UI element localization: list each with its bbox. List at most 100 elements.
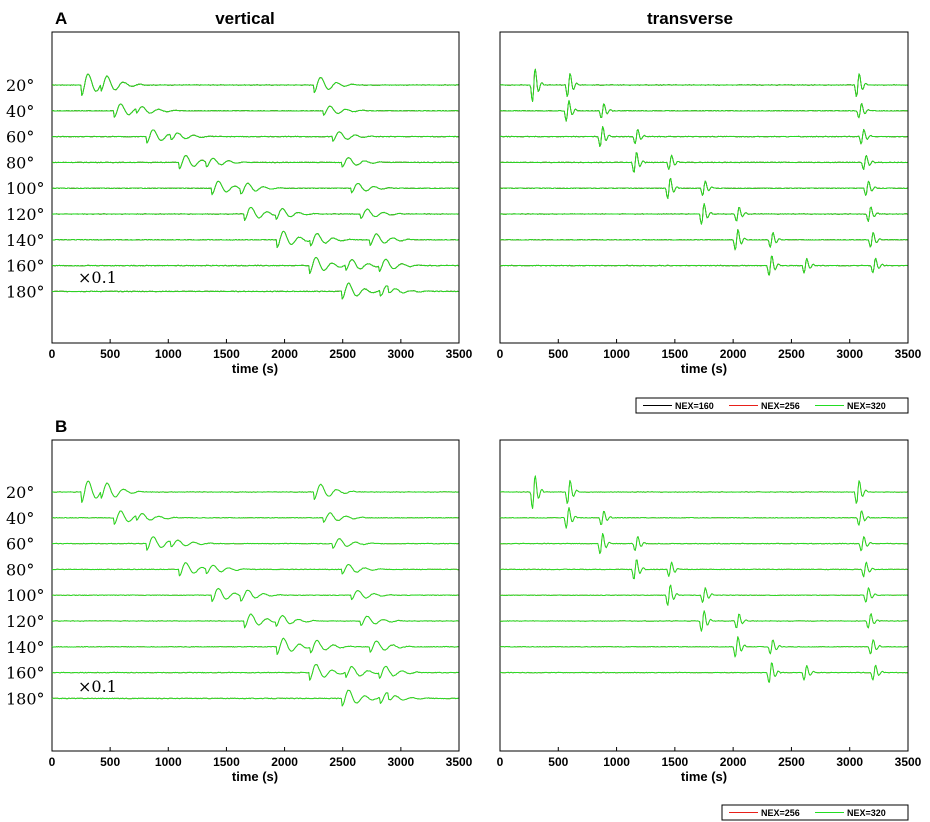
- x-axis-label: time (s): [232, 361, 278, 376]
- distance-label: 140°: [6, 638, 45, 657]
- trace-nex-320-6: [499, 229, 908, 251]
- plot-frame: [499, 31, 909, 344]
- x-tick-label: 1000: [155, 755, 182, 769]
- trace-nex-320-8: [51, 282, 459, 300]
- legend-label-nex256: NEX=256: [761, 808, 800, 818]
- x-tick-label: 1000: [603, 755, 630, 769]
- amplitude-scale-note: ×0.1: [78, 268, 117, 287]
- panel-label-a: A: [55, 9, 67, 28]
- x-tick-label: 1500: [662, 755, 689, 769]
- distance-label: 60°: [6, 535, 34, 554]
- trace-nex-320-3: [51, 562, 459, 577]
- distance-label: 80°: [6, 560, 34, 579]
- x-tick-label: 3500: [895, 347, 922, 361]
- trace-nex-320-2: [51, 536, 459, 551]
- x-tick-label: 1500: [662, 347, 689, 361]
- x-axis-ticks: 0 500 1000 1500 2000 2500 3000 3500: [49, 747, 473, 769]
- trace-nex-320-3: [499, 559, 908, 580]
- x-tick-label: 0: [497, 347, 504, 361]
- waveform-traces: [499, 68, 908, 276]
- legend-a: NEX=160 NEX=256 NEX=320: [635, 397, 909, 414]
- distance-label: 20°: [6, 483, 34, 502]
- x-tick-label: 500: [100, 755, 120, 769]
- x-tick-label: 1500: [213, 347, 240, 361]
- trace-nex-320-1: [51, 510, 459, 525]
- trace-nex-320-2: [500, 126, 908, 147]
- trace-nex-320-5: [500, 203, 908, 225]
- x-tick-label: 2000: [720, 347, 747, 361]
- x-tick-label: 0: [49, 347, 56, 361]
- trace-nex-320-7: [51, 256, 459, 275]
- distance-label: 20°: [6, 76, 34, 95]
- trace-nex-320-4: [499, 584, 908, 606]
- x-tick-label: 3500: [895, 755, 922, 769]
- distance-label: 100°: [6, 179, 45, 198]
- trace-nex-320-0: [499, 475, 908, 509]
- x-axis-ticks: 0 500 1000 1500 2000 2500 3000 3500: [497, 339, 922, 361]
- legend-label-nex320: NEX=320: [847, 808, 886, 818]
- distance-label: 180°: [6, 282, 45, 301]
- column-title-transverse: transverse: [647, 9, 733, 28]
- distance-label: 140°: [6, 231, 45, 250]
- x-tick-label: 500: [548, 347, 568, 361]
- x-axis-label: time (s): [681, 769, 727, 784]
- x-tick-label: 3500: [446, 755, 473, 769]
- x-tick-label: 2000: [271, 755, 298, 769]
- trace-nex-320-6: [52, 230, 459, 249]
- distance-label: 80°: [6, 153, 34, 172]
- x-axis-ticks: 0 500 1000 1500 2000 2500 3000 3500: [497, 747, 922, 769]
- waveform-traces: [499, 475, 908, 683]
- distance-labels: 20° 40° 60° 80° 100° 120° 140° 160° 180°: [6, 483, 45, 708]
- x-tick-label: 3000: [836, 755, 863, 769]
- panel-b-transverse-plot: 0 500 1000 1500 2000 2500 3000 3500 time (s): [497, 439, 922, 784]
- trace-nex-320-5: [499, 610, 908, 632]
- amplitude-scale-note: ×0.1: [78, 677, 117, 696]
- x-axis-label: time (s): [232, 769, 278, 784]
- trace-nex-320-0: [51, 73, 459, 96]
- distance-label: 100°: [6, 586, 45, 605]
- trace-nex-320-6: [51, 637, 459, 655]
- waveform-traces: [51, 73, 459, 300]
- x-axis-label: time (s): [681, 361, 727, 376]
- distance-label: 160°: [6, 664, 45, 683]
- legend-label-nex320: NEX=320: [847, 401, 886, 411]
- trace-nex-320-4: [499, 177, 908, 200]
- trace-nex-320-1: [51, 103, 459, 118]
- distance-label: 160°: [6, 257, 45, 276]
- x-tick-label: 0: [497, 755, 504, 769]
- trace-nex-320-5: [51, 206, 459, 221]
- panel-label-b: B: [55, 417, 67, 436]
- x-tick-label: 500: [548, 755, 568, 769]
- distance-label: 40°: [6, 102, 34, 121]
- trace-nex-320-8: [51, 689, 459, 707]
- x-tick-label: 2500: [778, 347, 805, 361]
- trace-nex-320-6: [499, 636, 908, 658]
- distance-labels: 20° 40° 60° 80° 100° 120° 140° 160° 180°: [6, 76, 45, 301]
- distance-label: 40°: [6, 509, 34, 528]
- x-tick-label: 500: [100, 347, 120, 361]
- trace-nex-320-3: [52, 155, 459, 170]
- trace-nex-320-7: [499, 255, 908, 276]
- distance-label: 120°: [6, 612, 45, 631]
- x-tick-label: 2500: [329, 347, 356, 361]
- trace-nex-320-2: [51, 129, 459, 144]
- panel-b-vertical-plot: 0 500 1000 1500 2000 2500 3000 3500 20° 40° 60° 80…: [6, 439, 473, 784]
- legend-label-nex256: NEX=256: [761, 401, 800, 411]
- x-tick-label: 0: [49, 755, 56, 769]
- legend-box: [635, 397, 909, 414]
- x-axis-ticks: 0 500 1000 1500 2000 2500 3000 3500: [49, 339, 473, 361]
- x-tick-label: 1000: [603, 347, 630, 361]
- trace-nex-320-0: [499, 68, 908, 102]
- column-title-vertical: vertical: [215, 9, 275, 28]
- trace-nex-320-4: [52, 587, 459, 603]
- trace-nex-320-3: [499, 152, 908, 173]
- x-tick-label: 3000: [836, 347, 863, 361]
- x-tick-label: 3000: [388, 347, 415, 361]
- distance-label: 180°: [6, 689, 45, 708]
- trace-nex-320-7: [499, 662, 908, 683]
- x-tick-label: 2500: [778, 755, 805, 769]
- distance-label: 120°: [6, 205, 45, 224]
- panel-a-transverse-plot: 0 500 1000 1500 2000 2500 3000 3500 time (s): [497, 31, 922, 376]
- trace-nex-320-1: [499, 99, 908, 122]
